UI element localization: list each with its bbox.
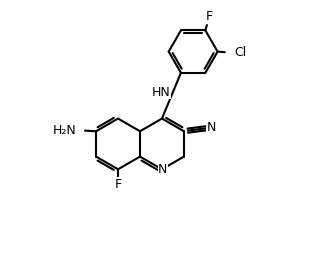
Text: HN: HN [152,86,170,99]
Text: F: F [205,10,212,23]
Text: F: F [115,178,122,191]
Text: N: N [158,163,168,176]
Text: Cl: Cl [235,46,247,59]
Text: H₂N: H₂N [52,124,76,137]
Text: N: N [207,121,216,134]
